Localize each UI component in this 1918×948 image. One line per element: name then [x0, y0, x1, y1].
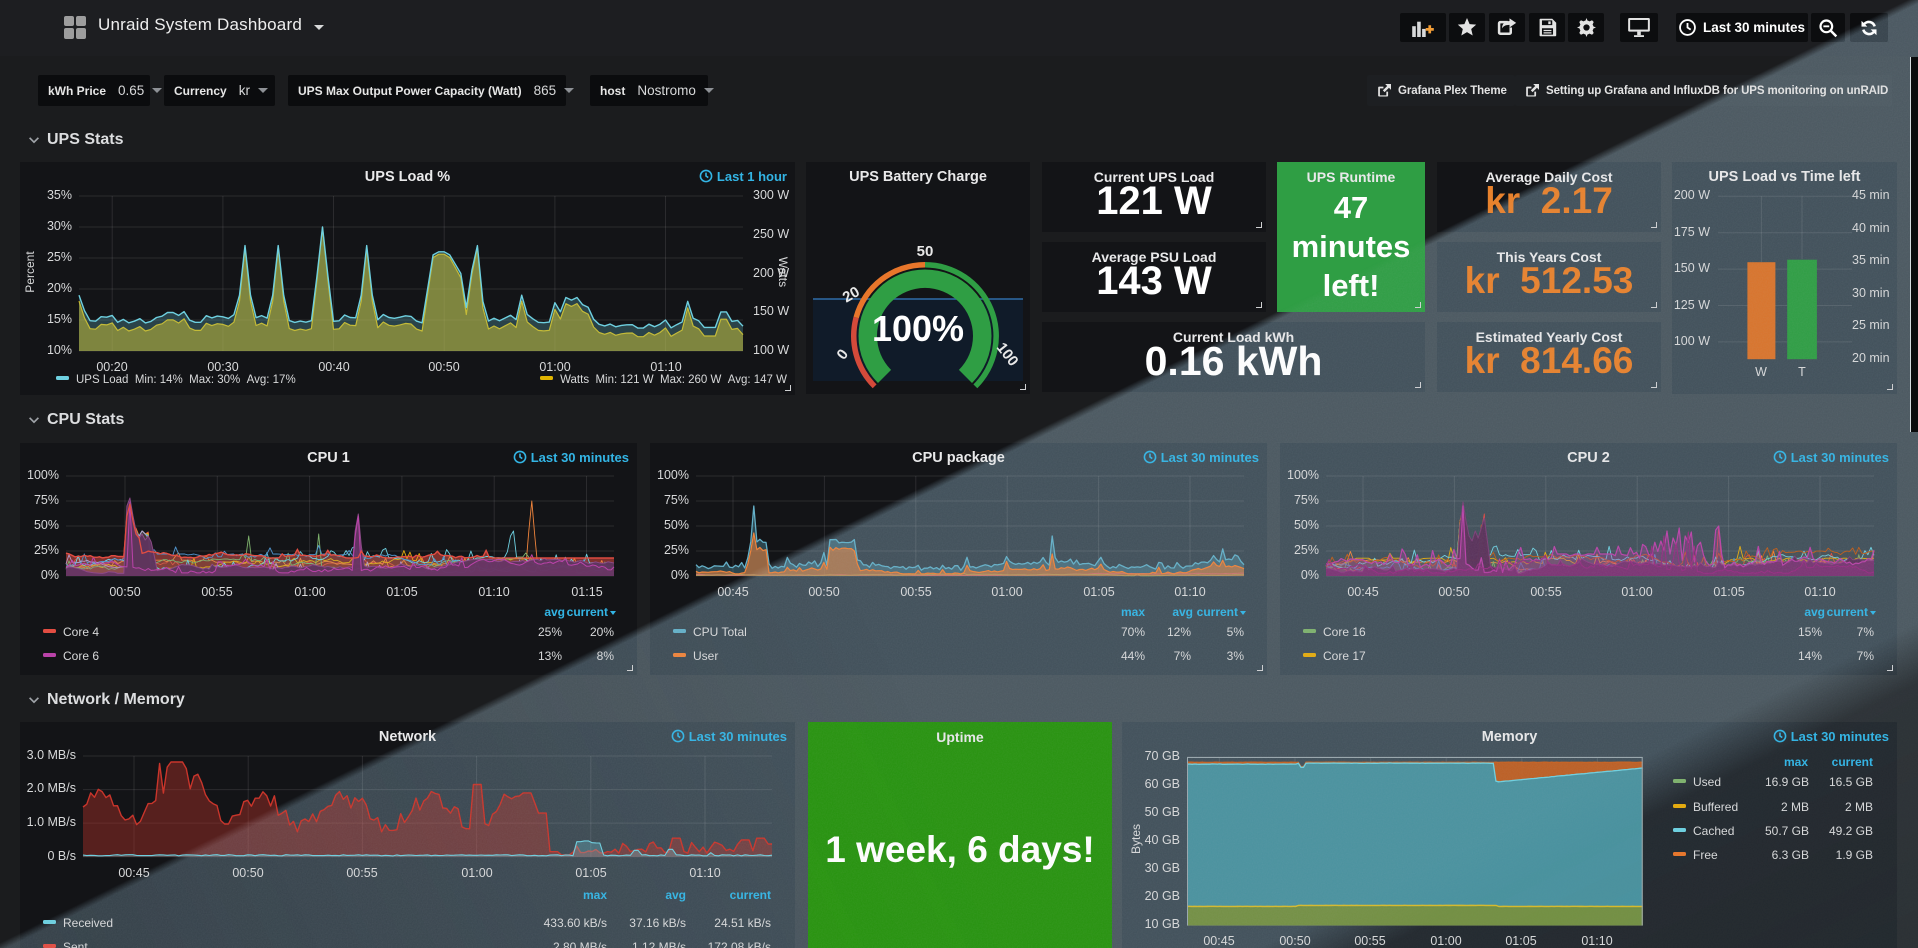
- svg-text:50: 50: [917, 243, 934, 260]
